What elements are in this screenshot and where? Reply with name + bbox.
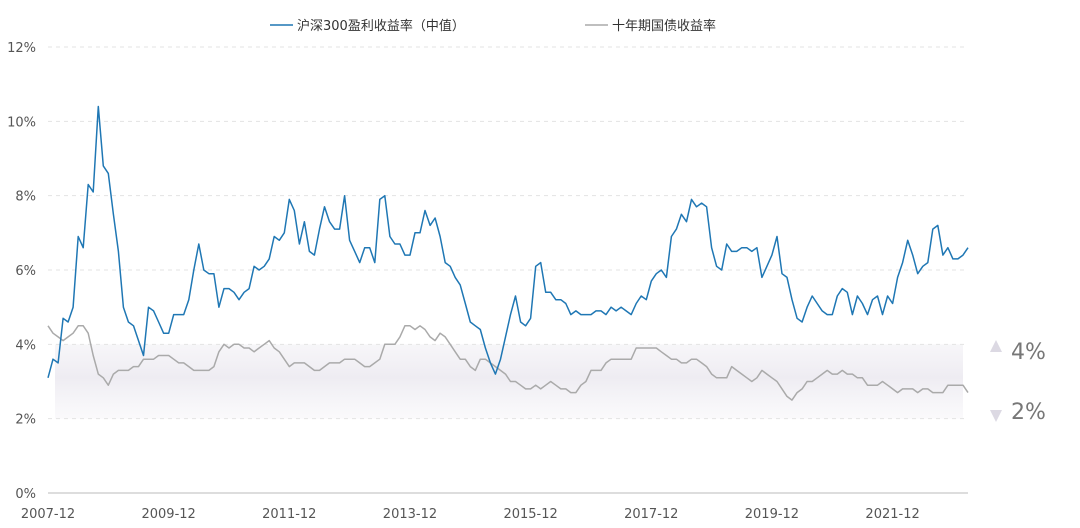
- x-tick-label: 2009-12: [141, 507, 195, 522]
- legend-label-pe-yield: 沪深300盈利收益率（中值）: [297, 18, 465, 34]
- series-line-pe-yield: [47, 105, 969, 378]
- yield-band-2-4: [55, 344, 963, 419]
- x-tick-label: 2015-12: [503, 507, 557, 522]
- band-arrow-up-icon: [990, 340, 1002, 352]
- x-axis: 2007-12 2009-12 2011-12 2013-12 2015-12 2017-…: [21, 507, 920, 522]
- y-tick-label: 8%: [15, 190, 36, 205]
- series-lines: [47, 105, 969, 401]
- y-tick-label: 6%: [15, 264, 36, 279]
- band-annotation: 4% 2%: [990, 340, 1046, 425]
- band-arrow-down-icon: [990, 410, 1002, 422]
- band-upper-label: 4%: [1011, 340, 1046, 365]
- legend-label-bond-yield: 十年期国债收益率: [612, 18, 716, 34]
- y-tick-label: 12%: [7, 41, 36, 56]
- y-axis: 0% 2% 4% 6% 8% 10% 12%: [7, 41, 36, 502]
- y-tick-label: 0%: [15, 487, 36, 502]
- y-tick-label: 10%: [7, 115, 36, 130]
- x-tick-label: 2013-12: [383, 507, 437, 522]
- x-tick-label: 2007-12: [21, 507, 75, 522]
- gridlines: [48, 46, 968, 420]
- band-lower-label: 2%: [1011, 400, 1046, 425]
- y-tick-label: 2%: [15, 413, 36, 428]
- x-tick-label: 2019-12: [745, 507, 799, 522]
- y-tick-label: 4%: [15, 338, 36, 353]
- x-tick-label: 2011-12: [262, 507, 316, 522]
- x-tick-label: 2017-12: [624, 507, 678, 522]
- legend: 沪深300盈利收益率（中值） 十年期国债收益率: [270, 18, 716, 34]
- x-tick-label: 2021-12: [865, 507, 919, 522]
- series-line-bond-yield: [47, 325, 969, 401]
